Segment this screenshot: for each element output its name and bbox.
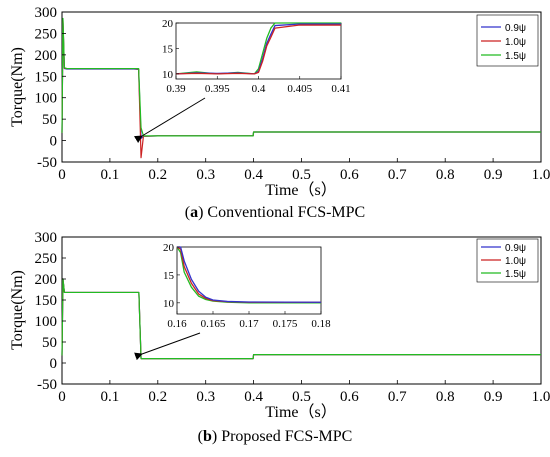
x-tick-label-7: 0.7 <box>388 389 407 405</box>
y-tick-label-1: 0 <box>50 356 58 372</box>
x-tick-label-6: 0.6 <box>340 167 359 183</box>
x-tick-label-9: 0.9 <box>484 389 503 405</box>
inset-y-tick-layer: 10 15 20 <box>163 242 180 310</box>
legend-label-2: 1.5ψ <box>505 269 526 280</box>
inset-x-tick-label-3: 0.175 <box>273 318 298 330</box>
x-tick-label-8: 0.8 <box>436 167 455 183</box>
x-tick-label-5: 0.5 <box>292 389 311 405</box>
legend-label-0: 0.9ψ <box>505 243 526 254</box>
caption-letter: b <box>203 428 212 445</box>
y-tick-label-3: 100 <box>35 91 58 107</box>
inset-x-tick-label-4: 0.41 <box>331 83 350 95</box>
y-tick-label-3: 100 <box>35 314 58 330</box>
inset-y-tick-label-2: 20 <box>162 18 174 30</box>
x-tick-label-0: 0 <box>58 167 66 183</box>
caption: (a) Conventional FCS-MPC <box>185 204 365 221</box>
inset-x-tick-label-0: 0.16 <box>167 318 187 330</box>
series-line-2 <box>61 17 541 137</box>
inset-y-tick-label-0: 10 <box>162 69 174 81</box>
y-axis-label: Torque(Nm) <box>9 270 26 350</box>
inset-x-tick-layer: 0.39 0.395 0.4 0.405 0.41 <box>166 76 351 95</box>
x-tick-label-6: 0.6 <box>340 389 359 405</box>
x-tick-label-2: 0.2 <box>148 389 167 405</box>
y-tick-label-0: -50 <box>37 155 57 171</box>
inset-x-tick-label-0: 0.39 <box>166 83 186 95</box>
x-tick-label-3: 0.3 <box>196 167 215 183</box>
x-tick-label-7: 0.7 <box>388 167 407 183</box>
zoom-arrow <box>133 97 206 144</box>
inset-y-tick-label-1: 15 <box>163 270 175 282</box>
x-tick-label-5: 0.5 <box>292 167 311 183</box>
inset-y-tick-label-2: 20 <box>163 242 175 254</box>
y-tick-layer: -50 0 50 100 150 200 250 300 <box>35 230 66 393</box>
inset-x-tick-label-2: 0.17 <box>239 318 259 330</box>
legend-label-1: 1.0ψ <box>505 256 526 267</box>
inset-series-layer <box>176 246 322 304</box>
x-tick-label-2: 0.2 <box>148 167 167 183</box>
x-tick-label-1: 0.1 <box>101 389 120 405</box>
zoom-arrow <box>134 332 201 361</box>
legend: 0.9ψ 1.0ψ 1.5ψ <box>476 14 539 67</box>
series-layer <box>61 17 541 159</box>
x-tick-label-4: 0.4 <box>244 389 263 405</box>
x-tick-label-10: 1.0 <box>532 167 550 183</box>
legend-label-2: 1.5ψ <box>505 51 526 62</box>
inset-x-tick-layer: 0.16 0.165 0.17 0.175 0.18 <box>167 311 331 330</box>
x-tick-label-10: 1.0 <box>532 389 550 405</box>
inset: 10 15 20 0.39 0.395 0.4 0.405 0.41 <box>162 18 351 95</box>
y-tick-label-4: 150 <box>35 293 58 309</box>
y-axis-label: Torque(Nm) <box>9 47 26 127</box>
y-tick-label-5: 200 <box>35 48 58 64</box>
inset-frame <box>176 246 322 315</box>
x-tick-label-9: 0.9 <box>484 167 503 183</box>
inset-series-layer <box>175 22 341 75</box>
x-tick-label-3: 0.3 <box>196 389 215 405</box>
y-tick-label-2: 50 <box>42 335 57 351</box>
caption: (b) Proposed FCS-MPC <box>198 428 353 445</box>
y-tick-label-0: -50 <box>37 377 57 393</box>
caption-letter: a <box>190 204 198 221</box>
legend-label-0: 0.9ψ <box>505 23 526 34</box>
x-axis-label: Time（s） <box>265 181 336 199</box>
y-tick-label-2: 50 <box>42 112 57 128</box>
inset-y-tick-label-1: 15 <box>162 43 174 55</box>
inset-x-tick-label-1: 0.165 <box>201 318 226 330</box>
inset-series-line-2 <box>175 24 341 75</box>
y-tick-label-6: 250 <box>35 26 58 42</box>
x-tick-layer: 0 0.1 0.2 0.3 0.4 0.5 0.6 0.7 0.8 0.9 1.0 <box>58 158 550 183</box>
x-tick-label-1: 0.1 <box>101 167 120 183</box>
y-tick-label-7: 300 <box>35 230 58 246</box>
inset-series-line-2 <box>177 246 322 303</box>
inset-x-tick-label-2: 0.4 <box>252 83 266 95</box>
x-tick-label-8: 0.8 <box>436 389 455 405</box>
inset-y-tick-layer: 10 15 20 <box>162 18 179 81</box>
inset-y-tick-label-0: 10 <box>163 298 175 310</box>
y-tick-label-5: 200 <box>35 272 58 288</box>
inset: 10 15 20 0.16 0.165 0.17 0.175 0.18 <box>163 242 331 330</box>
y-tick-label-7: 300 <box>35 5 58 21</box>
x-axis-label: Time（s） <box>265 403 336 421</box>
inset-x-tick-label-4: 0.18 <box>311 318 331 330</box>
y-tick-label-1: 0 <box>50 134 58 150</box>
x-tick-layer: 0 0.1 0.2 0.3 0.4 0.5 0.6 0.7 0.8 0.9 1.0 <box>58 380 550 405</box>
x-tick-label-0: 0 <box>58 389 66 405</box>
inset-x-tick-label-3: 0.405 <box>287 83 312 95</box>
y-tick-layer: -50 0 50 100 150 200 250 300 <box>35 5 66 171</box>
caption-text: Proposed FCS-MPC <box>221 428 352 445</box>
legend-label-1: 1.0ψ <box>505 37 526 48</box>
legend: 0.9ψ 1.0ψ 1.5ψ <box>476 238 539 283</box>
inset-x-tick-label-1: 0.395 <box>205 83 230 95</box>
caption-text: Conventional FCS-MPC <box>207 204 365 221</box>
y-tick-label-6: 250 <box>35 251 58 267</box>
x-tick-label-4: 0.4 <box>244 167 263 183</box>
y-tick-label-4: 150 <box>35 69 58 85</box>
